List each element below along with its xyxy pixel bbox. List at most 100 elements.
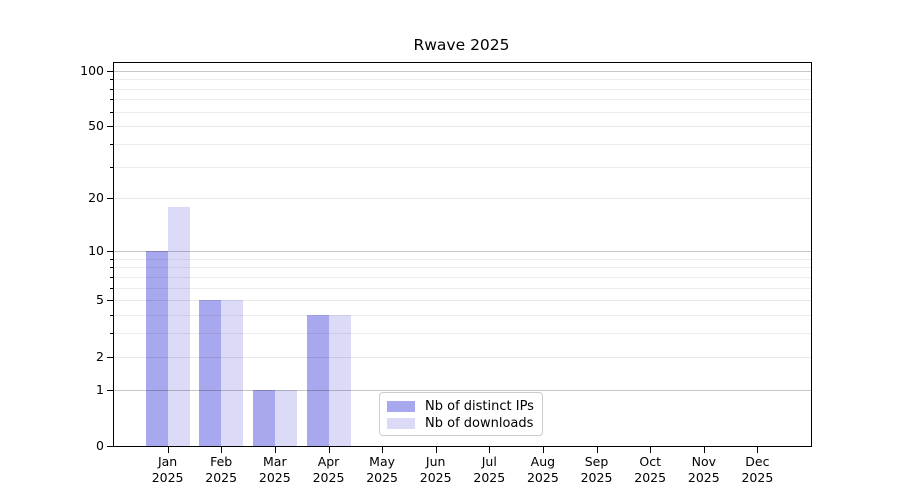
- gridline-y-4: [114, 315, 811, 317]
- legend-swatch-downloads: [387, 418, 415, 429]
- y-minor-tick-mark: [110, 267, 113, 269]
- gridline-y-30: [114, 166, 811, 168]
- bar-distinct-ips-apr: [306, 315, 329, 446]
- gridline-y-1: [114, 389, 811, 391]
- bar-downloads-apr: [328, 315, 351, 446]
- x-tick-mark: [382, 447, 384, 453]
- bar-downloads-mar: [274, 389, 297, 446]
- bar-distinct-ips-feb: [199, 300, 222, 446]
- x-axis-label-feb: Feb 2025: [189, 454, 253, 486]
- y-minor-tick-mark: [110, 88, 113, 90]
- y-tick-mark: [107, 300, 113, 302]
- x-axis-label-year: 2025: [687, 470, 720, 485]
- y-axis-tick-label: 5: [96, 292, 104, 308]
- x-axis-label-year: 2025: [741, 470, 774, 485]
- gridline-y-6: [114, 287, 811, 289]
- y-tick-mark: [107, 70, 113, 72]
- x-axis-label-sep: Sep 2025: [565, 454, 629, 486]
- x-axis-label-aug: Aug 2025: [511, 454, 575, 486]
- legend-swatch-distinct-ips: [387, 401, 415, 412]
- y-tick-mark: [107, 126, 113, 128]
- x-axis-label-dec: Dec 2025: [725, 454, 789, 486]
- bar-distinct-ips-jan: [145, 251, 168, 446]
- x-axis-label-apr: Apr 2025: [297, 454, 361, 486]
- gridline-y-10: [114, 251, 811, 252]
- x-axis-label-jun: Jun 2025: [404, 454, 468, 486]
- x-tick-mark: [542, 447, 544, 453]
- gridline-y-80: [114, 88, 811, 90]
- x-axis-label-nov: Nov 2025: [672, 454, 736, 486]
- chart-title: Rwave 2025: [413, 36, 510, 54]
- plot-area: 0 1 2 5 10 20 50 100 Jan 2025 Feb 2025 Mar 2025 Apr 202…: [80, 62, 812, 485]
- y-axis-tick-label: 50: [88, 118, 104, 134]
- x-axis-label-year: 2025: [526, 470, 559, 485]
- gridline-y-8: [114, 267, 811, 269]
- x-axis-label-jan: Jan 2025: [136, 454, 200, 486]
- y-minor-tick-mark: [110, 144, 113, 145]
- y-axis-tick-label: 0: [96, 438, 104, 453]
- x-axis-label-jul: Jul 2025: [457, 454, 521, 486]
- x-tick-mark: [167, 447, 169, 453]
- x-tick-mark: [596, 447, 598, 453]
- bar-downloads-feb: [221, 300, 244, 446]
- x-tick-mark: [757, 447, 759, 453]
- legend: Nb of distinct IPs Nb of downloads: [379, 392, 543, 436]
- y-tick-mark: [107, 198, 113, 200]
- y-tick-mark: [107, 251, 113, 252]
- gridline-y-100: [114, 70, 811, 72]
- x-axis-label-year: 2025: [634, 470, 667, 485]
- x-axis-label-year: 2025: [312, 470, 345, 485]
- y-axis-tick-label: 2: [96, 348, 104, 364]
- legend-label-downloads: Nb of downloads: [425, 416, 534, 431]
- legend-entry-downloads: Nb of downloads: [387, 415, 542, 432]
- gridline-y-9: [114, 258, 811, 260]
- gridline-y-50: [114, 126, 811, 128]
- x-tick-mark: [489, 447, 491, 453]
- x-axis-label-year: 2025: [419, 470, 452, 485]
- gridline-y-40: [114, 144, 811, 145]
- x-axis-label-year: 2025: [473, 470, 506, 485]
- x-axis-label-year: 2025: [580, 470, 613, 485]
- x-axis-label-year: 2025: [205, 470, 238, 485]
- x-axis-label-oct: Oct 2025: [618, 454, 682, 486]
- x-axis-label-mar: Mar 2025: [243, 454, 307, 486]
- y-minor-tick-mark: [110, 287, 113, 289]
- gridline-y-2: [114, 356, 811, 358]
- y-minor-tick-mark: [110, 166, 113, 168]
- y-minor-tick-mark: [110, 79, 113, 81]
- y-axis-tick-label: 100: [80, 62, 104, 78]
- x-tick-mark: [650, 447, 652, 453]
- x-axis-label-year: 2025: [151, 470, 184, 485]
- y-minor-tick-mark: [110, 111, 113, 113]
- legend-entry-distinct-ips: Nb of distinct IPs: [387, 398, 542, 415]
- y-tick-mark: [107, 389, 113, 391]
- legend-label-distinct-ips: Nb of distinct IPs: [425, 399, 534, 414]
- bar-distinct-ips-mar: [252, 389, 275, 446]
- x-axis-label-year: 2025: [366, 470, 398, 485]
- x-tick-mark: [328, 447, 330, 453]
- y-minor-tick-mark: [110, 276, 113, 278]
- x-tick-mark: [221, 447, 223, 453]
- y-axis-tick-label: 20: [88, 190, 104, 206]
- bar-downloads-jan: [167, 206, 190, 446]
- gridline-y-5: [114, 300, 811, 302]
- y-minor-tick-mark: [110, 258, 113, 260]
- y-tick-mark: [107, 356, 113, 358]
- gridline-y-60: [114, 111, 811, 113]
- y-minor-tick-mark: [110, 333, 113, 335]
- y-tick-mark: [107, 446, 113, 447]
- y-axis-tick-label: 1: [96, 381, 104, 397]
- gridline-y-90: [114, 79, 811, 81]
- y-axis-tick-label: 10: [88, 243, 104, 258]
- x-axis-label-year: 2025: [258, 470, 291, 485]
- y-minor-tick-mark: [110, 99, 113, 101]
- gridline-y-7: [114, 276, 811, 278]
- gridline-y-70: [114, 99, 811, 101]
- y-minor-tick-mark: [110, 315, 113, 317]
- x-tick-mark: [435, 447, 437, 453]
- gridline-y-20: [114, 198, 811, 200]
- x-tick-mark: [274, 447, 276, 453]
- x-axis-label-may: May 2025: [350, 454, 414, 486]
- gridline-y-3: [114, 333, 811, 335]
